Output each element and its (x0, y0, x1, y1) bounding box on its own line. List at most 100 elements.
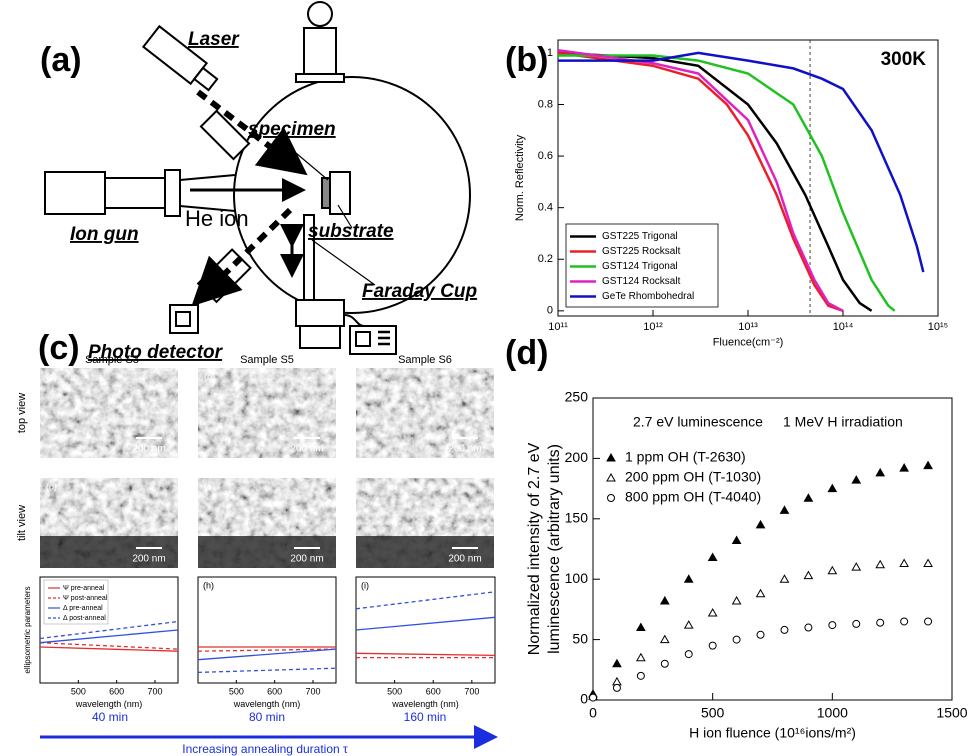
point (900, 617, 909, 626)
row-label: tilt view (16, 505, 28, 541)
legend-label: GST124 Trigonal (602, 261, 678, 272)
panel-label: (d) (505, 334, 548, 372)
image-label: (b) (204, 371, 215, 381)
point (899, 463, 909, 472)
scale-bar-label: 200 nm (448, 554, 481, 565)
plot-frame (355, 576, 496, 684)
point (828, 621, 837, 630)
legend-label: 800 ppm OH (T-4040) (625, 489, 761, 505)
y-tick-label: 150 (565, 510, 589, 526)
sem-substrate (356, 536, 494, 568)
panel-label: (b) (505, 41, 548, 79)
duration-label: 160 min (404, 710, 447, 724)
legend-label: GeTe Rhombohedral (602, 291, 694, 302)
series-line (197, 667, 337, 674)
y-tick-label: 0.8 (538, 98, 553, 110)
legend-label: Ψ pre-anneal (63, 585, 105, 592)
point (923, 460, 933, 470)
annotation: 1 MeV H irradiation (783, 414, 903, 430)
chart: 10¹¹ 10¹² 10¹³ 10¹⁴ 10¹⁵ 0 0.2 0.4 0.6 0.8 1 Fluenc… (514, 39, 948, 348)
series-line (355, 616, 496, 631)
point (755, 519, 766, 529)
chart: 500 600 700 wavelength (nm) ellipsometric pa… (23, 576, 179, 709)
x-tick-label: 0 (589, 705, 597, 721)
x-tick-label: 10¹² (643, 321, 663, 333)
series-line (39, 629, 179, 644)
point (875, 559, 886, 569)
diagram-label: Laser (188, 29, 240, 50)
point (612, 683, 621, 692)
x-tick-label: 10¹⁴ (833, 321, 854, 333)
row-label: top view (16, 393, 28, 433)
legend-label: Ψ post-anneal (63, 595, 108, 602)
y-tick-label: 0 (547, 305, 553, 317)
x-tick-label: 10¹¹ (548, 321, 568, 333)
panel-label: (a) (40, 41, 82, 79)
sem-image (356, 368, 494, 458)
series-line (197, 648, 337, 652)
point (804, 623, 813, 632)
point (684, 650, 693, 659)
x-tick-label: 600 (109, 686, 124, 696)
sem-substrate (198, 536, 336, 568)
series-line (557, 51, 844, 312)
legend-swatch (606, 452, 616, 462)
x-axis-label: wavelength (nm) (233, 699, 301, 709)
point (636, 671, 645, 680)
point (731, 595, 742, 605)
plot-frame (592, 397, 953, 701)
series-line (39, 620, 179, 640)
duration-label: 40 min (92, 710, 128, 724)
column-label: Sample S3 (85, 354, 139, 366)
point (612, 676, 622, 686)
sem-grid: Sample S3 Sample S5 Sample S6 top view t… (16, 354, 452, 541)
x-tick-label: 700 (464, 686, 479, 696)
point (851, 562, 862, 571)
sem-image (198, 368, 336, 458)
sem-substrate (40, 536, 178, 568)
diagram-label: specimen (248, 119, 336, 140)
panel-label: (i) (361, 580, 369, 590)
point (683, 574, 694, 583)
image-label: (d) (46, 481, 57, 491)
diagram-label: substrate (308, 221, 394, 242)
x-tick-label: 10¹⁵ (928, 321, 948, 333)
legend-swatch (607, 494, 615, 502)
point (779, 505, 790, 514)
annotation: 300K (881, 49, 927, 70)
point (612, 658, 622, 668)
y-tick-label: 200 (565, 449, 589, 465)
x-axis-label: Fluence(cm⁻²) (713, 336, 784, 348)
point (875, 467, 886, 477)
series-line (355, 591, 496, 610)
panel-label: (c) (38, 329, 80, 367)
legend-label: Δ post-anneal (63, 615, 106, 622)
y-tick-label: 0.6 (538, 150, 553, 162)
point (780, 625, 789, 634)
diagram-label: Faraday Cup (362, 281, 477, 302)
annotation: 2.7 eV luminescence (633, 414, 763, 430)
point (732, 635, 741, 644)
y-tick-label: 0 (580, 691, 588, 707)
point (899, 558, 909, 567)
y-tick-label: 100 (565, 570, 589, 586)
x-tick-label: 600 (426, 686, 441, 696)
x-axis-label: wavelength (nm) (75, 699, 143, 709)
scale-bar-label: 200 nm (290, 444, 323, 455)
legend-label: GST225 Rocksalt (602, 246, 681, 257)
arrow-label: Increasing annealing duration τ (182, 742, 348, 756)
x-tick-label: 10¹³ (738, 321, 758, 333)
image-label: (e) (204, 481, 215, 491)
y-tick-label: 50 (572, 630, 588, 646)
x-axis-label: H ion fluence (10¹⁶ions/m²) (689, 724, 856, 740)
series-line (557, 51, 873, 312)
point (707, 552, 718, 561)
point (827, 483, 838, 493)
point (851, 475, 862, 484)
scale-bar-label: 200 nm (132, 444, 165, 455)
image-label: (c) (362, 371, 373, 381)
sem-image (40, 368, 178, 458)
column-label: Sample S5 (240, 354, 294, 366)
image-label: (a) (46, 371, 57, 381)
series-line (558, 54, 896, 312)
